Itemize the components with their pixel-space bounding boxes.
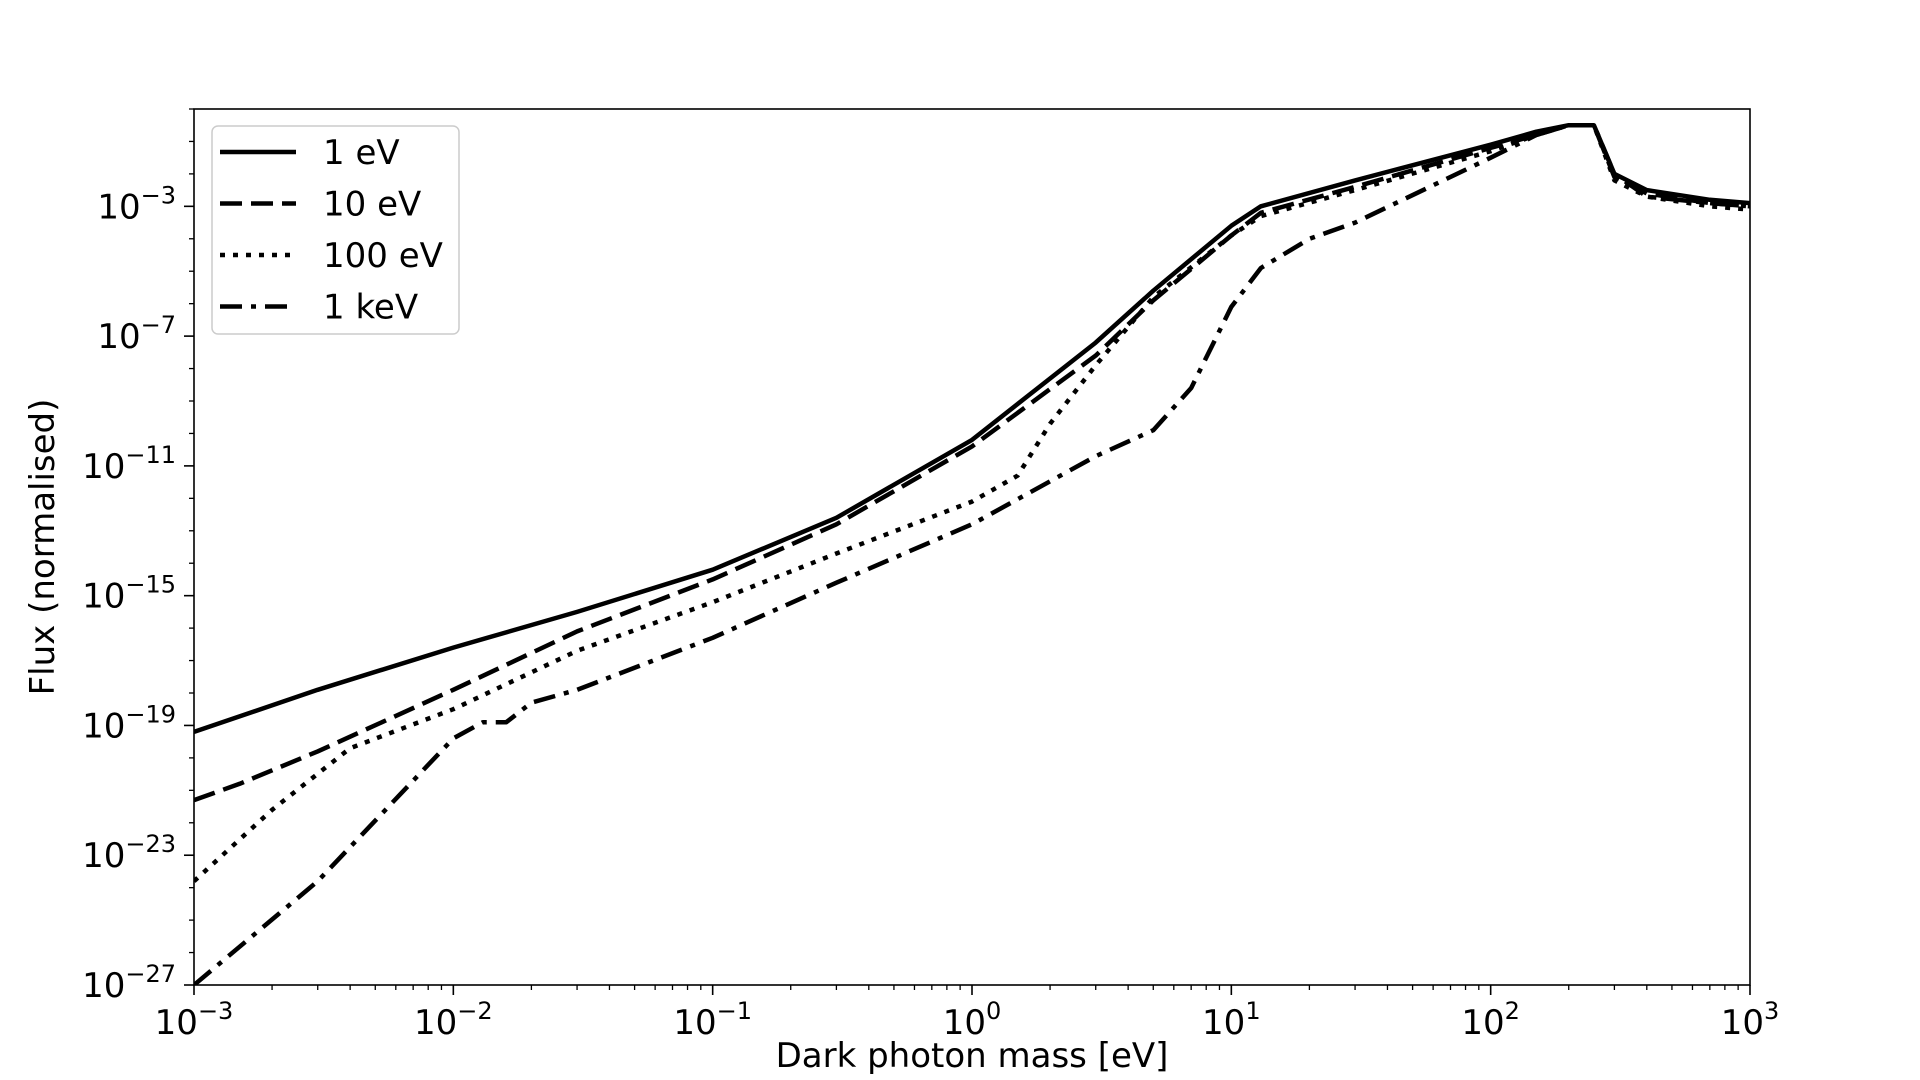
series-line-1-kev <box>194 122 1750 985</box>
x-tick-label: 102 <box>1461 997 1520 1043</box>
y-tick-label-base: 10 <box>82 447 125 487</box>
x-tick-label-exponent: 3 <box>1764 997 1779 1025</box>
x-tick-label-base: 10 <box>1202 1003 1245 1043</box>
y-tick-label-base: 10 <box>82 577 125 617</box>
legend-label-100-ev: 100 eV <box>323 236 443 276</box>
x-tick-label-base: 10 <box>155 1003 198 1043</box>
y-tick-label: 10−27 <box>82 960 176 1006</box>
y-tick-label: 10−3 <box>97 181 176 227</box>
x-axis-ticks: 10−3 10−2 10−1 100 101 102 103 <box>155 985 1780 1043</box>
x-tick-label-exponent: 2 <box>1505 997 1520 1025</box>
y-tick-label-exponent: −19 <box>125 700 176 728</box>
y-tick-label: 10−11 <box>82 441 176 487</box>
x-tick-label: 10−1 <box>673 997 752 1043</box>
y-tick-label-base: 10 <box>82 966 125 1006</box>
series-line-100-ev <box>194 122 1750 883</box>
legend: 1 eV 10 eV 100 eV 1 keV <box>211 125 460 335</box>
x-tick-label: 100 <box>943 997 1002 1043</box>
x-tick-label-exponent: 0 <box>986 997 1001 1025</box>
y-axis-label: Flux (normalised) <box>23 399 63 696</box>
series-layer <box>194 122 1750 985</box>
x-tick-label-base: 10 <box>1461 1003 1504 1043</box>
y-tick-label-exponent: −11 <box>125 441 176 469</box>
y-tick-label: 10−15 <box>82 571 176 617</box>
y-tick-label: 10−23 <box>82 830 176 876</box>
y-tick-label-exponent: −3 <box>141 181 176 209</box>
x-tick-label-exponent: −1 <box>717 997 752 1025</box>
x-tick-label-exponent: 1 <box>1245 997 1260 1025</box>
y-tick-label-base: 10 <box>82 706 125 746</box>
y-tick-label-exponent: −15 <box>125 571 176 599</box>
y-tick-label-base: 10 <box>82 836 125 876</box>
y-tick-label-exponent: −27 <box>125 960 176 988</box>
legend-label-1-kev: 1 keV <box>323 288 418 328</box>
x-tick-label: 10−2 <box>414 997 493 1043</box>
y-tick-label-exponent: −23 <box>125 830 176 858</box>
y-tick-label: 10−7 <box>97 311 176 357</box>
y-tick-label-base: 10 <box>97 187 140 227</box>
x-tick-label-base: 10 <box>943 1003 986 1043</box>
x-axis-label: Dark photon mass [eV] <box>776 1036 1169 1076</box>
legend-label-10-ev: 10 eV <box>323 185 421 225</box>
y-tick-label-exponent: −7 <box>141 311 176 339</box>
x-tick-label: 103 <box>1721 997 1780 1043</box>
legend-label-1-ev: 1 eV <box>323 133 400 173</box>
y-tick-label-base: 10 <box>97 317 140 357</box>
x-tick-label-exponent: −3 <box>198 997 233 1025</box>
x-tick-label-exponent: −2 <box>457 997 492 1025</box>
x-tick-label-base: 10 <box>1721 1003 1764 1043</box>
x-tick-label-base: 10 <box>414 1003 457 1043</box>
y-tick-label: 10−19 <box>82 700 176 746</box>
x-tick-label: 10−3 <box>155 997 234 1043</box>
legend-box <box>211 125 460 335</box>
x-tick-label: 101 <box>1202 997 1261 1043</box>
x-tick-label-base: 10 <box>673 1003 716 1043</box>
